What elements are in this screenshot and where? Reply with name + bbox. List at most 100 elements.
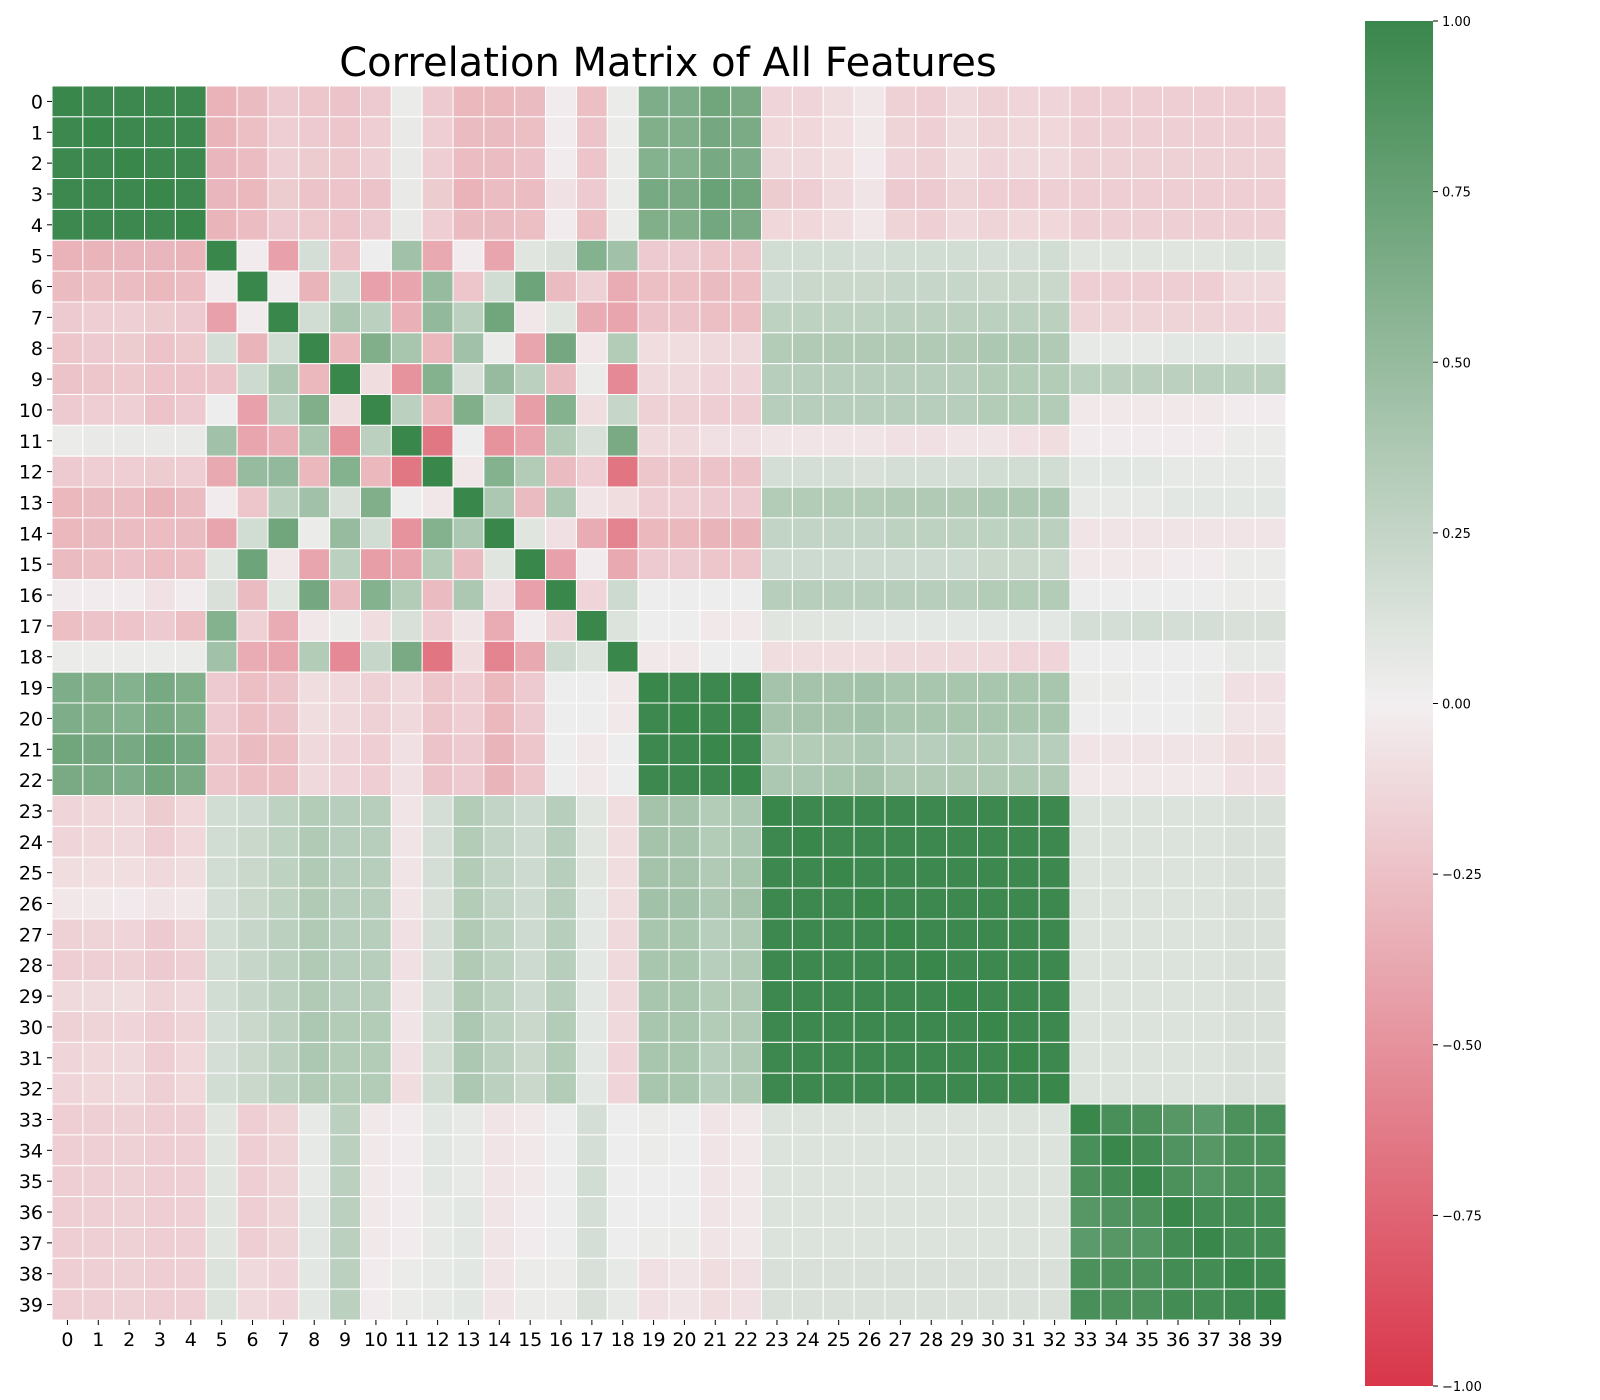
heatmap-cell xyxy=(1192,980,1225,1013)
heatmap-cell xyxy=(452,1103,485,1136)
heatmap-cell xyxy=(144,1257,176,1290)
heatmap-cell xyxy=(977,116,1009,149)
heatmap-cell xyxy=(390,702,423,735)
heatmap-cell xyxy=(884,1288,917,1321)
heatmap-cell xyxy=(452,949,485,982)
heatmap-cell xyxy=(853,733,886,766)
heatmap-cell xyxy=(267,548,300,581)
heatmap-cell xyxy=(82,1134,115,1167)
heatmap-cell xyxy=(1007,1165,1040,1198)
heatmap-cell xyxy=(51,1165,84,1198)
heatmap-cell xyxy=(390,1257,423,1290)
heatmap-cell xyxy=(946,671,979,704)
heatmap-cell xyxy=(1007,239,1040,272)
y-tick-label: 1 xyxy=(31,122,43,144)
heatmap-cell xyxy=(1223,764,1256,797)
heatmap-cell xyxy=(483,85,516,118)
heatmap-cell xyxy=(483,1196,516,1228)
heatmap-cell xyxy=(1223,579,1256,611)
heatmap-cell xyxy=(977,887,1009,920)
heatmap-cell xyxy=(853,1196,886,1228)
heatmap-cell xyxy=(174,609,207,642)
heatmap-cell xyxy=(1100,949,1133,982)
heatmap-cell xyxy=(1038,640,1071,673)
heatmap-cell xyxy=(1069,1072,1102,1105)
heatmap-cell xyxy=(668,1226,701,1259)
heatmap-cell xyxy=(144,1134,176,1167)
heatmap-cell xyxy=(884,1103,917,1136)
heatmap-cell xyxy=(113,116,146,149)
heatmap-cell xyxy=(329,486,361,519)
heatmap-cell xyxy=(421,1134,454,1167)
heatmap-cell xyxy=(483,455,516,488)
heatmap-cell xyxy=(1131,208,1164,241)
heatmap-cell xyxy=(637,1072,670,1105)
heatmap-cell xyxy=(915,1134,948,1167)
heatmap-cell xyxy=(236,394,269,426)
heatmap-cell xyxy=(421,301,454,334)
heatmap-cell xyxy=(51,1226,84,1259)
y-tick-label: 20 xyxy=(19,708,43,730)
heatmap-cell xyxy=(1069,116,1102,149)
heatmap-cell xyxy=(575,1041,608,1074)
heatmap-cell xyxy=(822,887,855,920)
heatmap-cell xyxy=(174,363,207,395)
heatmap-cell xyxy=(329,1226,361,1259)
heatmap-cell xyxy=(822,764,855,797)
y-tick-label: 0 xyxy=(31,91,43,113)
x-tick-label: 20 xyxy=(672,1329,696,1351)
heatmap-cell xyxy=(113,1134,146,1167)
heatmap-cell xyxy=(1162,640,1194,673)
heatmap-cell xyxy=(606,702,639,735)
heatmap-cell xyxy=(791,1165,824,1198)
heatmap-cell xyxy=(977,640,1009,673)
heatmap-cell xyxy=(1192,949,1225,982)
heatmap-cell xyxy=(236,332,269,365)
heatmap-cell xyxy=(1254,239,1287,272)
heatmap-cell xyxy=(298,363,331,395)
heatmap-cell xyxy=(545,887,577,920)
heatmap-cell xyxy=(637,116,670,149)
heatmap-cell xyxy=(267,671,300,704)
heatmap-cell xyxy=(1162,208,1194,241)
heatmap-cell xyxy=(82,208,115,241)
heatmap-cell xyxy=(360,1072,392,1105)
heatmap-cell xyxy=(113,394,146,426)
heatmap-cell xyxy=(1162,363,1194,395)
heatmap-cell xyxy=(1131,856,1164,889)
heatmap-cell xyxy=(884,579,917,611)
heatmap-cell xyxy=(1162,1011,1194,1043)
heatmap-cell xyxy=(390,1103,423,1136)
heatmap-cell xyxy=(668,178,701,210)
heatmap-cell xyxy=(421,178,454,210)
heatmap-cell xyxy=(853,116,886,149)
heatmap-cell xyxy=(668,208,701,241)
heatmap-cell xyxy=(946,394,979,426)
heatmap-cell xyxy=(298,1103,331,1136)
heatmap-cell xyxy=(884,609,917,642)
heatmap-cell xyxy=(915,1196,948,1228)
heatmap-cell xyxy=(545,1288,577,1321)
heatmap-cell xyxy=(452,609,485,642)
heatmap-cell xyxy=(329,394,361,426)
heatmap-cell xyxy=(360,640,392,673)
heatmap-cell xyxy=(1069,1041,1102,1074)
heatmap-cell xyxy=(575,918,608,951)
heatmap-cell xyxy=(267,424,300,457)
x-tick-label: 37 xyxy=(1197,1329,1221,1351)
heatmap-cell xyxy=(1162,949,1194,982)
heatmap-cell xyxy=(606,455,639,488)
heatmap-cell xyxy=(51,949,84,982)
heatmap-cell xyxy=(977,332,1009,365)
heatmap-cell xyxy=(915,1165,948,1198)
heatmap-cell xyxy=(545,301,577,334)
heatmap-cell xyxy=(575,1288,608,1321)
y-axis-ticks: 0123456789101112131415161718192021222324… xyxy=(19,91,52,1317)
heatmap-cell xyxy=(1254,918,1287,951)
heatmap-cell xyxy=(946,795,979,827)
heatmap-cell xyxy=(1223,1165,1256,1198)
heatmap-cell xyxy=(606,1072,639,1105)
heatmap-cell xyxy=(606,949,639,982)
heatmap-cell xyxy=(1223,394,1256,426)
heatmap-cell xyxy=(144,147,176,180)
